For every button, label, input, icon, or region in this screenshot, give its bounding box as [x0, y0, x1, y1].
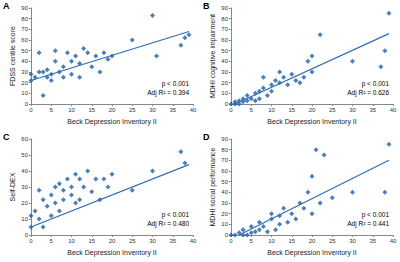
svg-text:25: 25 [129, 238, 136, 244]
svg-text:30: 30 [221, 200, 228, 206]
svg-text:80: 80 [221, 147, 228, 153]
svg-text:D: D [203, 132, 210, 142]
svg-text:10: 10 [268, 107, 275, 113]
svg-text:60: 60 [21, 136, 28, 142]
svg-text:0: 0 [225, 101, 229, 107]
svg-text:20: 20 [109, 238, 116, 244]
svg-text:35: 35 [369, 238, 376, 244]
svg-text:FDSS centile score: FDSS centile score [9, 26, 16, 86]
svg-text:80: 80 [221, 16, 228, 22]
svg-text:30: 30 [149, 107, 156, 113]
svg-text:40: 40 [190, 107, 197, 113]
svg-text:Adj R² = 0.441: Adj R² = 0.441 [347, 220, 389, 228]
svg-text:5: 5 [250, 238, 254, 244]
svg-text:35: 35 [169, 238, 176, 244]
svg-text:20: 20 [109, 107, 116, 113]
svg-text:35: 35 [369, 107, 376, 113]
svg-text:40: 40 [190, 238, 197, 244]
svg-text:p < 0.001: p < 0.001 [162, 80, 190, 88]
svg-text:5: 5 [50, 107, 54, 113]
svg-text:80: 80 [21, 16, 28, 22]
svg-text:15: 15 [288, 238, 295, 244]
svg-text:40: 40 [221, 58, 228, 64]
svg-text:0: 0 [229, 238, 233, 244]
svg-text:50: 50 [21, 48, 28, 54]
svg-text:40: 40 [390, 238, 397, 244]
svg-text:15: 15 [88, 238, 95, 244]
svg-text:35: 35 [169, 107, 176, 113]
svg-text:25: 25 [329, 238, 336, 244]
svg-text:20: 20 [309, 238, 316, 244]
svg-text:90: 90 [21, 5, 28, 11]
svg-text:40: 40 [21, 58, 28, 64]
svg-text:30: 30 [21, 69, 28, 75]
svg-text:20: 20 [21, 200, 28, 206]
svg-text:70: 70 [21, 26, 28, 32]
svg-text:MDHI social performance: MDHI social performance [209, 147, 217, 226]
svg-text:0: 0 [29, 238, 33, 244]
svg-text:30: 30 [349, 238, 356, 244]
svg-text:90: 90 [221, 5, 228, 11]
svg-text:10: 10 [221, 221, 228, 227]
svg-text:C: C [3, 132, 10, 142]
svg-text:0: 0 [25, 232, 29, 238]
svg-text:Adj R² = 0.626: Adj R² = 0.626 [347, 89, 389, 97]
svg-text:p < 0.001: p < 0.001 [362, 80, 390, 88]
svg-text:25: 25 [129, 107, 136, 113]
svg-text:15: 15 [88, 107, 95, 113]
svg-text:10: 10 [21, 216, 28, 222]
svg-text:25: 25 [329, 107, 336, 113]
svg-text:60: 60 [221, 37, 228, 43]
svg-text:90: 90 [221, 136, 228, 142]
svg-text:0: 0 [225, 232, 229, 238]
svg-text:Beck Depression Inventory II: Beck Depression Inventory II [267, 249, 357, 257]
svg-text:50: 50 [21, 152, 28, 158]
svg-text:30: 30 [149, 238, 156, 244]
svg-text:5: 5 [250, 107, 254, 113]
svg-text:40: 40 [221, 189, 228, 195]
svg-text:10: 10 [21, 90, 28, 96]
svg-text:B: B [203, 1, 210, 11]
svg-text:60: 60 [21, 37, 28, 43]
svg-text:60: 60 [221, 168, 228, 174]
svg-text:30: 30 [349, 107, 356, 113]
svg-text:A: A [3, 1, 10, 11]
svg-text:0: 0 [25, 101, 29, 107]
svg-text:40: 40 [21, 168, 28, 174]
svg-text:30: 30 [21, 184, 28, 190]
svg-text:0: 0 [229, 107, 233, 113]
svg-text:20: 20 [21, 80, 28, 86]
svg-text:10: 10 [268, 238, 275, 244]
svg-text:Self-DEX: Self-DEX [9, 172, 16, 201]
svg-text:20: 20 [221, 80, 228, 86]
svg-text:10: 10 [68, 107, 75, 113]
svg-text:15: 15 [288, 107, 295, 113]
svg-text:p < 0.001: p < 0.001 [362, 211, 390, 219]
svg-text:0: 0 [29, 107, 33, 113]
svg-text:50: 50 [221, 179, 228, 185]
svg-text:20: 20 [221, 211, 228, 217]
svg-text:50: 50 [221, 48, 228, 54]
svg-text:Beck Depression Inventory II: Beck Depression Inventory II [67, 118, 157, 126]
svg-text:Beck Depression Inventory II: Beck Depression Inventory II [67, 249, 157, 257]
svg-text:40: 40 [390, 107, 397, 113]
svg-text:MDHI cognitive impairment: MDHI cognitive impairment [209, 14, 217, 98]
svg-text:5: 5 [50, 238, 54, 244]
svg-text:10: 10 [221, 90, 228, 96]
svg-text:Beck Depression Inventory II: Beck Depression Inventory II [267, 118, 357, 126]
svg-text:Adj R² = 0.394: Adj R² = 0.394 [147, 89, 189, 97]
svg-text:Adj R² = 0.480: Adj R² = 0.480 [147, 220, 189, 228]
svg-text:p < 0.001: p < 0.001 [162, 211, 190, 219]
svg-text:70: 70 [221, 26, 228, 32]
svg-text:70: 70 [221, 157, 228, 163]
svg-text:20: 20 [309, 107, 316, 113]
svg-text:30: 30 [221, 69, 228, 75]
svg-text:10: 10 [68, 238, 75, 244]
